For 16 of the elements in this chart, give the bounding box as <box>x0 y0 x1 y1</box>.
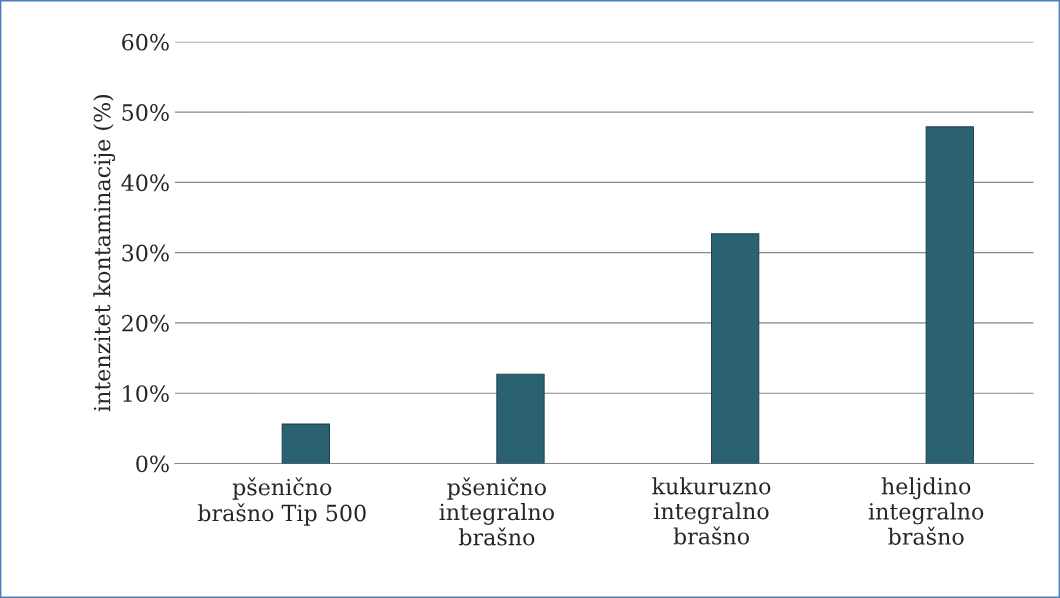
bar <box>281 423 331 464</box>
y-tick-label: 10% <box>123 385 169 402</box>
y-axis-title: intenzitet kontaminacije (%) <box>93 94 116 412</box>
y-tick-label: 60% <box>122 33 169 51</box>
bar <box>710 233 760 464</box>
x-tick-label: pšenično integralno brašno <box>439 477 554 546</box>
bar <box>925 126 974 464</box>
x-tick-label: kukuruzno integralno brašno <box>652 477 771 545</box>
y-tick-label: 50% <box>122 104 169 121</box>
y-tick-label: 30% <box>122 244 169 262</box>
y-tick-label: 40% <box>121 174 169 192</box>
bar <box>496 373 545 464</box>
x-tick-label: heljdino integralno brašno <box>868 477 984 545</box>
y-tick-label: 0% <box>136 455 169 473</box>
x-tick-label: pšenično brašno Tip 500 <box>197 477 366 526</box>
y-tick-label: 20% <box>122 314 169 332</box>
